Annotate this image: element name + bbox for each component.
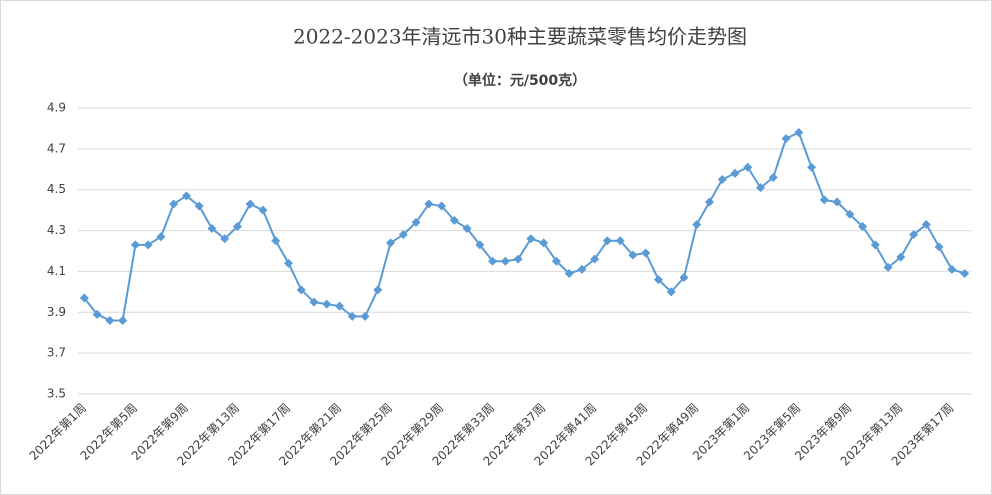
data-point [794,128,804,138]
data-point [870,240,880,250]
data-point [322,299,332,309]
data-point [934,242,944,252]
data-point [692,219,702,229]
data-point [411,217,421,227]
data-point [909,230,919,240]
data-point [819,195,829,205]
data-point [335,301,345,311]
data-point [768,172,778,182]
data-point [743,162,753,172]
data-point [462,224,472,234]
data-point [564,268,574,278]
data-point [577,264,587,274]
data-point [781,134,791,144]
data-point [92,309,102,319]
data-point [245,199,255,209]
y-tick-label: 4.1 [47,264,66,278]
data-point [181,191,191,201]
data-point [615,236,625,246]
data-point [704,197,714,207]
y-tick-label: 4.7 [47,141,66,155]
data-point [832,197,842,207]
data-point [756,183,766,193]
data-point [807,162,817,172]
y-tick-label: 3.7 [47,346,66,360]
data-point [386,238,396,248]
data-point [156,232,166,242]
data-point [437,201,447,211]
data-point [947,264,957,274]
data-point [526,234,536,244]
data-point [679,273,689,283]
data-point [539,238,549,248]
chart-title: 2022-2023年清远市30种主要蔬菜零售均价走势图 [293,25,747,49]
data-point [666,287,676,297]
data-point [309,297,319,307]
data-point [513,254,523,264]
data-point [79,293,89,303]
data-point [730,168,740,178]
y-tick-label: 4.3 [47,223,66,237]
y-tick-label: 3.5 [47,387,66,401]
data-point [258,205,268,215]
data-point [641,248,651,258]
data-point [130,240,140,250]
data-point [717,175,727,184]
data-point [590,254,600,264]
data-point [424,199,434,209]
chart-subtitle: （单位：元/500克） [454,72,586,89]
data-point [207,224,217,234]
data-point [896,252,906,262]
data-point [373,285,383,295]
data-point [858,221,868,231]
y-tick-label: 3.9 [47,305,66,319]
data-point [360,311,370,321]
data-line [83,131,965,322]
data-point [500,256,510,266]
data-point [551,256,561,266]
data-point [347,311,357,321]
data-point [845,209,855,219]
data-point [271,236,281,246]
data-point [105,315,115,325]
data-point [449,215,459,225]
data-point [296,285,306,295]
data-point [883,262,893,272]
data-point [232,221,242,231]
data-point [143,240,153,250]
data-point [220,234,230,244]
data-point [488,256,498,266]
data-point [118,315,128,325]
data-point [283,258,293,268]
y-tick-label: 4.9 [47,101,66,115]
data-point [602,236,612,246]
data-point [194,201,204,211]
data-point [653,275,663,285]
y-tick-label: 4.5 [47,182,66,196]
data-point [169,199,179,209]
data-point [960,268,970,278]
data-point [475,240,485,250]
data-point [628,250,638,260]
data-point [398,230,408,240]
data-point [921,219,931,229]
